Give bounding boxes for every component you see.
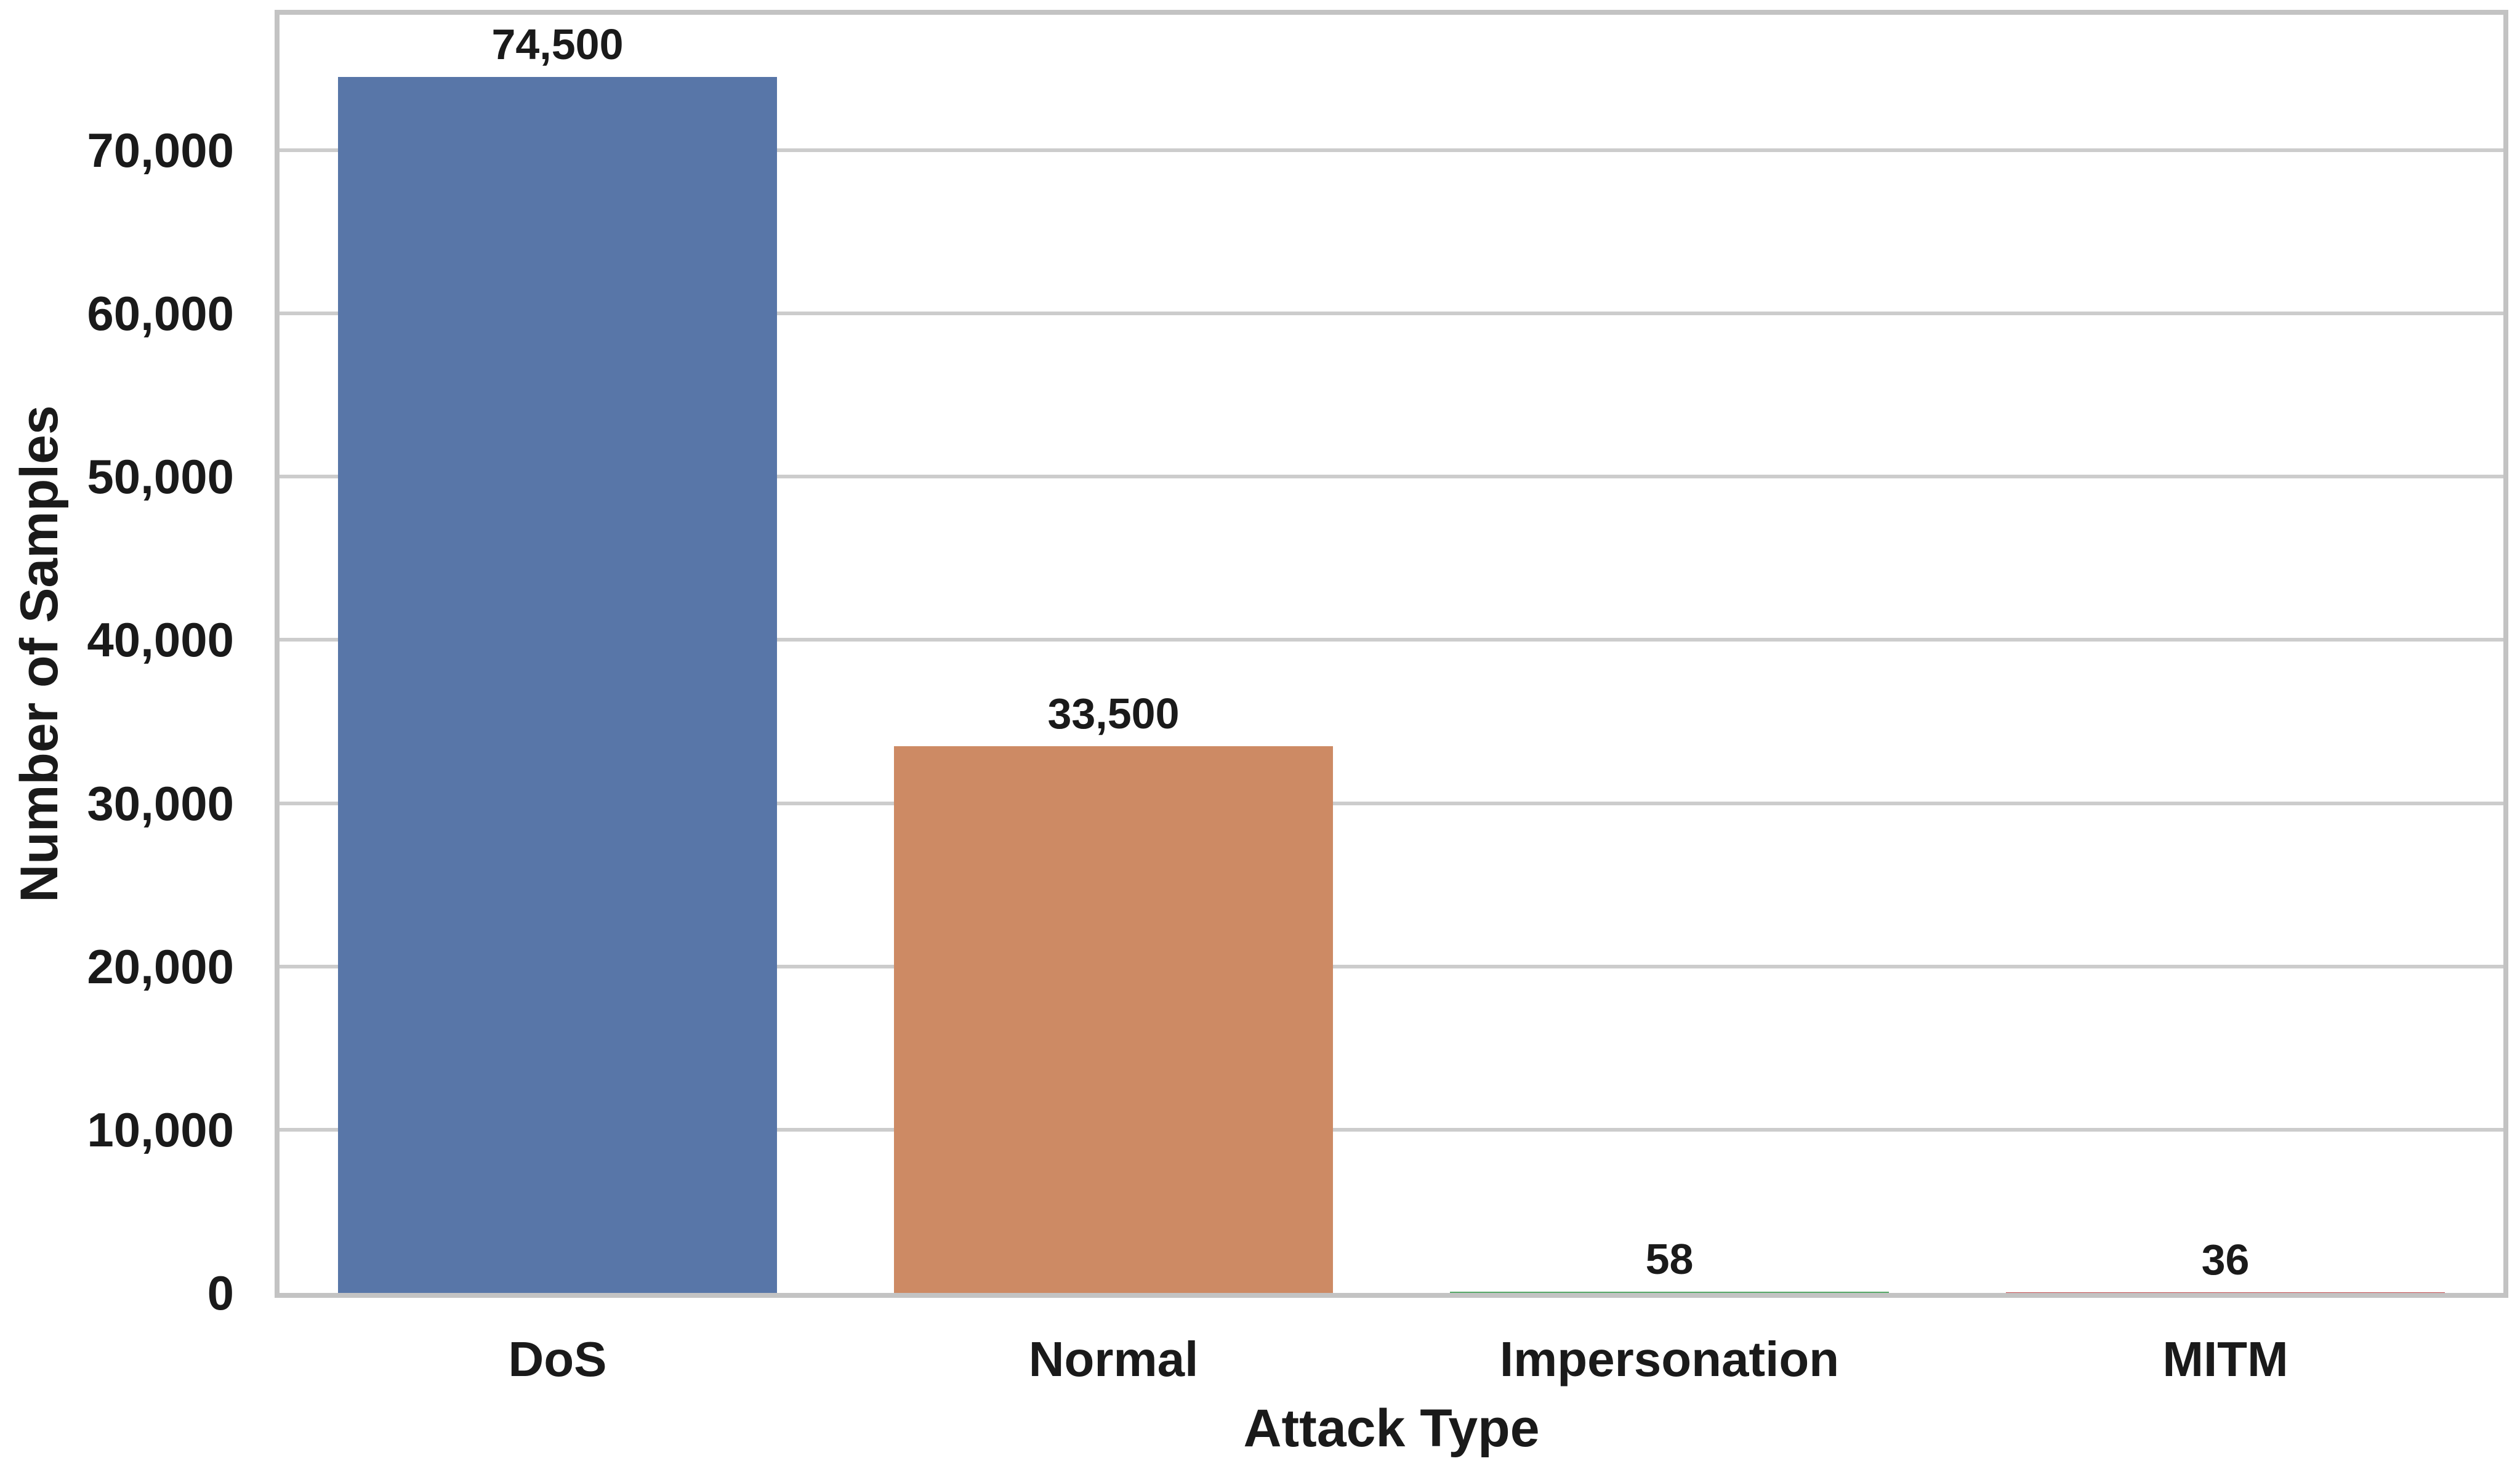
gridline [280,964,2503,968]
plot-inner: 74,500 33,500 58 36 [280,15,2503,1293]
bar-value-label: 33,500 [1047,689,1180,738]
y-tick-label: 40,000 [87,613,234,667]
x-tick-label-mitm: MITM [2162,1332,2289,1386]
y-tick-label: 20,000 [87,939,234,994]
y-tick-label: 0 [207,1266,234,1320]
bar-normal [893,746,1334,1293]
y-tick-label: 50,000 [87,449,234,504]
bar-value-label: 58 [1645,1235,1694,1284]
gridline [280,1127,2503,1132]
x-tick-label-normal: Normal [1028,1332,1199,1386]
x-axis-title: Attack Type [1243,1399,1540,1458]
bar-value-label: 74,500 [491,20,624,68]
y-tick-label: 10,000 [87,1102,234,1157]
gridline [280,148,2503,153]
gridline [280,638,2503,642]
y-tick-label: 30,000 [87,776,234,831]
gridline [280,475,2503,479]
bar-dos [337,76,778,1293]
plot-area: 74,500 33,500 58 36 [275,10,2508,1298]
y-tick-label: 60,000 [87,286,234,341]
bar-value-label: 36 [2201,1236,2250,1284]
gridline [280,312,2503,316]
bar-mitm [2005,1292,2446,1293]
gridline [280,801,2503,805]
x-tick-label-dos: DoS [508,1332,607,1386]
bar-impersonation [1449,1292,1890,1293]
y-tick-label: 70,000 [87,123,234,178]
x-tick-label-impersonation: Impersonation [1499,1332,1840,1386]
